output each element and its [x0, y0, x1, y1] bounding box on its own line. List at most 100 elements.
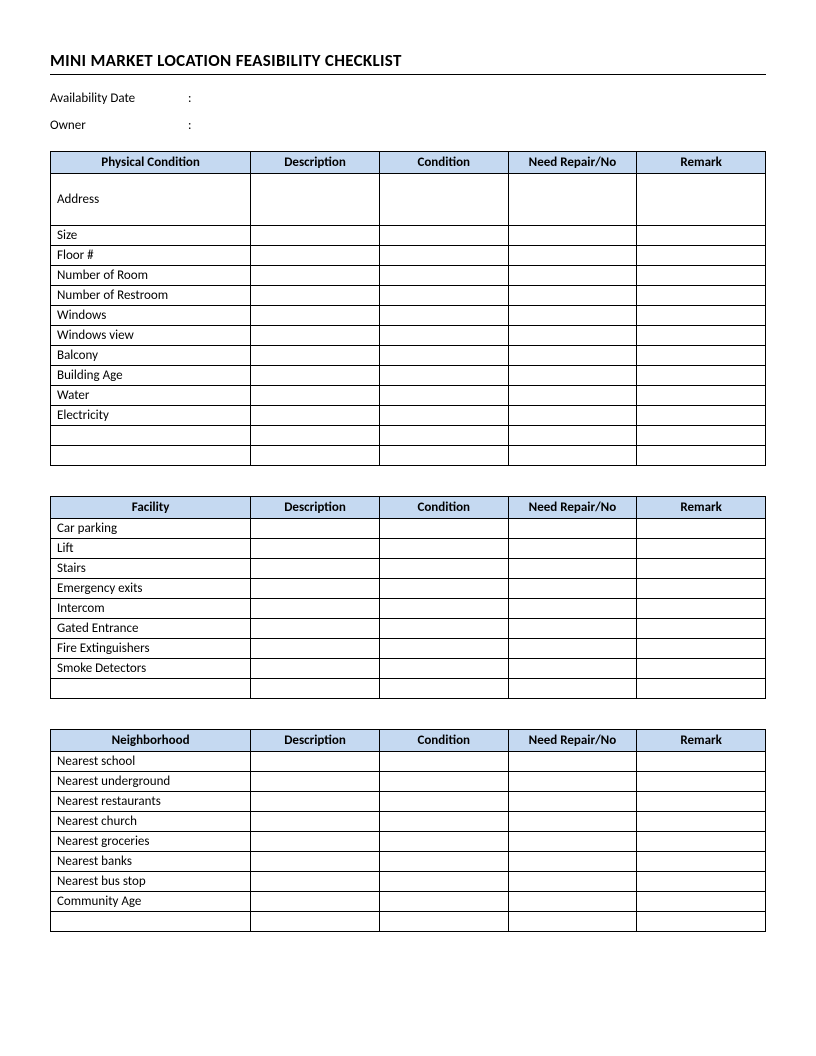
data-cell[interactable] [508, 326, 637, 346]
data-cell[interactable] [508, 912, 637, 932]
data-cell[interactable] [251, 679, 380, 699]
data-cell[interactable] [379, 892, 508, 912]
data-cell[interactable] [508, 266, 637, 286]
data-cell[interactable] [379, 639, 508, 659]
data-cell[interactable] [637, 426, 766, 446]
data-cell[interactable] [637, 559, 766, 579]
data-cell[interactable] [379, 426, 508, 446]
data-cell[interactable] [637, 852, 766, 872]
data-cell[interactable] [637, 446, 766, 466]
data-cell[interactable] [508, 519, 637, 539]
data-cell[interactable] [251, 519, 380, 539]
data-cell[interactable] [379, 619, 508, 639]
data-cell[interactable] [508, 446, 637, 466]
data-cell[interactable] [251, 639, 380, 659]
data-cell[interactable] [637, 346, 766, 366]
data-cell[interactable] [637, 539, 766, 559]
data-cell[interactable] [251, 559, 380, 579]
data-cell[interactable] [379, 306, 508, 326]
data-cell[interactable] [251, 599, 380, 619]
data-cell[interactable] [508, 406, 637, 426]
data-cell[interactable] [251, 579, 380, 599]
data-cell[interactable] [251, 226, 380, 246]
data-cell[interactable] [379, 286, 508, 306]
data-cell[interactable] [251, 619, 380, 639]
data-cell[interactable] [508, 872, 637, 892]
data-cell[interactable] [508, 386, 637, 406]
data-cell[interactable] [379, 386, 508, 406]
data-cell[interactable] [637, 912, 766, 932]
data-cell[interactable] [508, 619, 637, 639]
data-cell[interactable] [251, 772, 380, 792]
data-cell[interactable] [637, 386, 766, 406]
data-cell[interactable] [251, 892, 380, 912]
data-cell[interactable] [637, 246, 766, 266]
data-cell[interactable] [508, 226, 637, 246]
data-cell[interactable] [251, 912, 380, 932]
data-cell[interactable] [379, 406, 508, 426]
data-cell[interactable] [379, 346, 508, 366]
data-cell[interactable] [251, 792, 380, 812]
data-cell[interactable] [508, 599, 637, 619]
data-cell[interactable] [637, 519, 766, 539]
data-cell[interactable] [508, 852, 637, 872]
data-cell[interactable] [637, 792, 766, 812]
data-cell[interactable] [379, 559, 508, 579]
data-cell[interactable] [637, 659, 766, 679]
data-cell[interactable] [251, 426, 380, 446]
data-cell[interactable] [251, 366, 380, 386]
data-cell[interactable] [637, 326, 766, 346]
data-cell[interactable] [508, 832, 637, 852]
data-cell[interactable] [637, 366, 766, 386]
data-cell[interactable] [379, 226, 508, 246]
data-cell[interactable] [508, 679, 637, 699]
data-cell[interactable] [251, 406, 380, 426]
data-cell[interactable] [379, 174, 508, 226]
data-cell[interactable] [637, 266, 766, 286]
data-cell[interactable] [251, 659, 380, 679]
data-cell[interactable] [508, 772, 637, 792]
data-cell[interactable] [508, 346, 637, 366]
data-cell[interactable] [508, 639, 637, 659]
data-cell[interactable] [379, 539, 508, 559]
data-cell[interactable] [637, 286, 766, 306]
data-cell[interactable] [637, 812, 766, 832]
data-cell[interactable] [637, 872, 766, 892]
data-cell[interactable] [251, 752, 380, 772]
data-cell[interactable] [251, 286, 380, 306]
data-cell[interactable] [251, 266, 380, 286]
data-cell[interactable] [379, 679, 508, 699]
data-cell[interactable] [637, 406, 766, 426]
data-cell[interactable] [251, 872, 380, 892]
data-cell[interactable] [251, 246, 380, 266]
data-cell[interactable] [251, 174, 380, 226]
data-cell[interactable] [251, 852, 380, 872]
data-cell[interactable] [637, 226, 766, 246]
data-cell[interactable] [637, 306, 766, 326]
data-cell[interactable] [637, 892, 766, 912]
data-cell[interactable] [379, 752, 508, 772]
data-cell[interactable] [508, 246, 637, 266]
data-cell[interactable] [251, 326, 380, 346]
data-cell[interactable] [637, 639, 766, 659]
data-cell[interactable] [251, 306, 380, 326]
data-cell[interactable] [379, 366, 508, 386]
data-cell[interactable] [379, 519, 508, 539]
data-cell[interactable] [379, 912, 508, 932]
data-cell[interactable] [251, 386, 380, 406]
data-cell[interactable] [379, 792, 508, 812]
data-cell[interactable] [379, 659, 508, 679]
data-cell[interactable] [379, 246, 508, 266]
data-cell[interactable] [251, 346, 380, 366]
data-cell[interactable] [508, 559, 637, 579]
data-cell[interactable] [379, 579, 508, 599]
data-cell[interactable] [637, 679, 766, 699]
data-cell[interactable] [251, 539, 380, 559]
data-cell[interactable] [508, 286, 637, 306]
data-cell[interactable] [251, 832, 380, 852]
data-cell[interactable] [637, 174, 766, 226]
data-cell[interactable] [379, 599, 508, 619]
data-cell[interactable] [379, 872, 508, 892]
data-cell[interactable] [508, 426, 637, 446]
data-cell[interactable] [508, 792, 637, 812]
